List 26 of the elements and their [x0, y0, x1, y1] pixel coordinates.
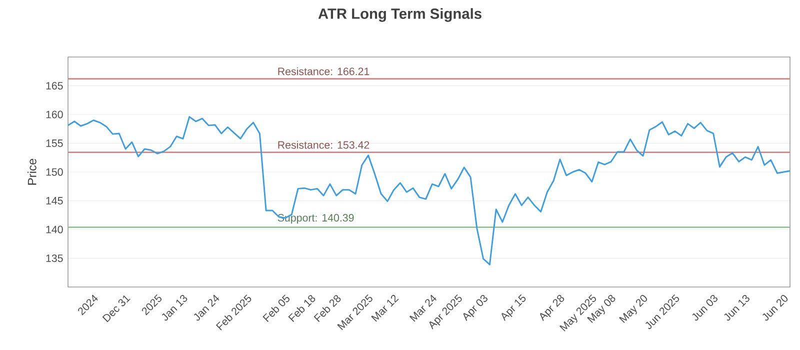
y-tick-label: 145 [46, 197, 63, 204]
x-tick-label: Feb 18 [288, 295, 316, 322]
y-tick-label: 150 [46, 168, 63, 176]
x-tick-label: Jun 20 [762, 295, 788, 321]
x-tick-label: Apr 28 [540, 294, 564, 322]
x-tick-label: Apr 15 [502, 294, 526, 322]
x-tick-label: Feb 28 [314, 295, 341, 322]
y-axis-title: Price [28, 158, 36, 185]
ref-line-label: Resistance: 166.21 [278, 67, 370, 76]
ref-line-label: Resistance: 153.42 [278, 140, 370, 149]
x-tick-label: Jun 13 [724, 294, 750, 321]
x-tick-label: Dec 31 [102, 295, 130, 322]
x-tick-label: Feb 05 [262, 294, 290, 322]
x-tick-label: Apr 03 [463, 294, 488, 322]
y-tick-label: 140 [46, 226, 63, 234]
chart-title: ATR Long Term Signals [318, 8, 482, 22]
x-tick-label: Jun 03 [692, 294, 718, 321]
line-series [68, 116, 790, 266]
x-tick-label: Mar 12 [371, 294, 399, 322]
y-tick-label: 160 [46, 110, 63, 118]
y-tick-label: 135 [46, 254, 63, 262]
x-tick-label: Jan 24 [194, 294, 220, 321]
x-tick-label: May 20 [619, 295, 647, 324]
x-tick-label: Jan 13 [162, 294, 188, 321]
y-tick-label: 155 [46, 140, 63, 147]
y-tick-label: 165 [46, 82, 63, 90]
